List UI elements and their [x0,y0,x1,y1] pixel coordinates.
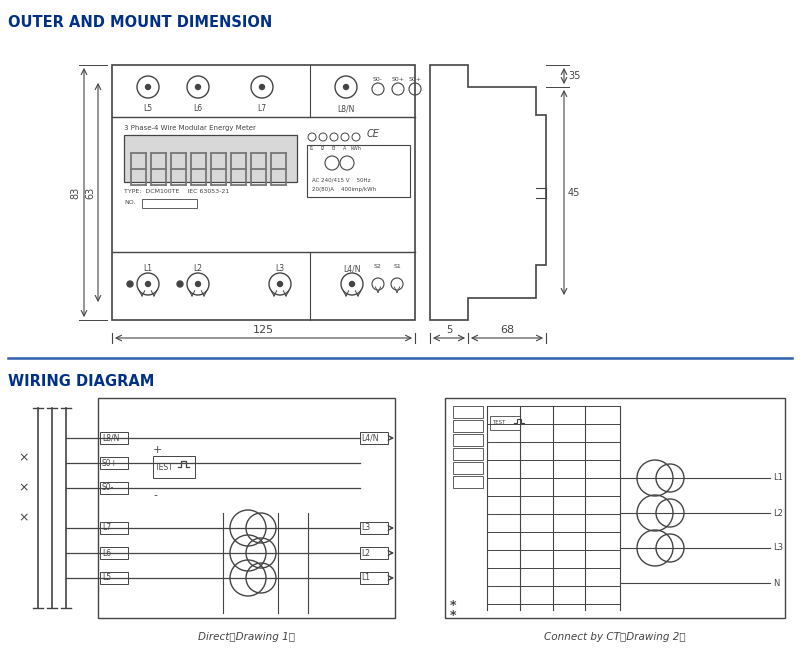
Text: +: + [153,445,162,455]
Text: TYPE:  DCM100TE    IEC 63053-21: TYPE: DCM100TE IEC 63053-21 [124,189,230,194]
Text: Connect by CT（Drawing 2）: Connect by CT（Drawing 2） [544,632,686,642]
Text: 35: 35 [568,71,580,81]
Bar [142,199,197,208]
Bar [307,145,410,197]
Text: AC 240/415 V    50Hz: AC 240/415 V 50Hz [312,177,370,182]
Bar [100,522,128,534]
Text: L7: L7 [258,104,266,113]
Text: 83: 83 [70,187,80,198]
Bar [100,572,128,584]
Bar [453,448,483,460]
Bar [124,135,297,182]
Bar [360,432,388,444]
Text: L4/N: L4/N [343,264,361,273]
Text: S0+: S0+ [409,77,422,82]
Text: 63: 63 [85,187,95,198]
Circle shape [278,281,282,286]
Bar [453,420,483,432]
Text: L2: L2 [194,264,202,273]
Text: 68: 68 [500,325,514,335]
Text: CE: CE [367,129,380,139]
Text: Direct（Drawing 1）: Direct（Drawing 1） [198,632,295,642]
Text: L3: L3 [275,264,285,273]
Text: 5: 5 [446,325,452,335]
Bar [100,457,128,469]
Bar [453,434,483,446]
Circle shape [177,281,183,287]
Bar [453,462,483,474]
Text: 45: 45 [568,187,580,198]
Text: NO.: NO. [124,200,135,205]
Circle shape [195,281,201,286]
Circle shape [146,85,150,89]
Text: S0+: S0+ [102,459,118,468]
Bar [153,456,195,478]
Text: ×: × [18,451,30,464]
Text: S2: S2 [374,264,382,269]
Text: L3: L3 [361,524,370,533]
Text: S0-: S0- [102,484,114,493]
Text: N: N [773,579,779,587]
Text: S1: S1 [393,264,401,269]
Text: l1: l1 [310,146,314,151]
Text: L3: L3 [773,543,783,553]
Circle shape [127,281,133,287]
Text: L7: L7 [102,524,111,533]
Bar [453,406,483,418]
Text: L4/N: L4/N [361,434,378,443]
Circle shape [146,281,150,286]
Text: *: * [450,610,457,622]
Bar [360,522,388,534]
Text: L1: L1 [143,264,153,273]
Text: l2: l2 [321,146,326,151]
Text: 125: 125 [253,325,274,335]
Text: S0-: S0- [373,77,383,82]
Text: TEST: TEST [492,420,506,426]
Text: S0+: S0+ [391,77,405,82]
Text: 20(80)A    400imp/kWh: 20(80)A 400imp/kWh [312,187,376,192]
Text: L6: L6 [194,104,202,113]
Bar [100,432,128,444]
Bar [445,398,785,618]
Text: ×: × [18,512,30,524]
Bar [490,416,520,430]
Text: TEST: TEST [155,463,174,472]
Circle shape [350,281,354,286]
Text: L5: L5 [143,104,153,113]
Text: kWh: kWh [350,146,362,151]
Bar [360,547,388,559]
Text: L2: L2 [773,509,783,518]
Text: 3 Phase-4 Wire Modular Energy Meter: 3 Phase-4 Wire Modular Energy Meter [124,125,256,131]
Text: A: A [343,146,346,151]
Bar [100,547,128,559]
Bar [100,482,128,494]
Text: L1: L1 [773,474,783,482]
Text: L8/N: L8/N [338,104,354,113]
Text: L8/N: L8/N [102,434,119,443]
Bar [453,476,483,488]
Text: WIRING DIAGRAM: WIRING DIAGRAM [8,374,154,389]
Bar [360,572,388,584]
Text: ×: × [18,482,30,495]
Bar [112,65,415,320]
Text: l3: l3 [332,146,336,151]
Bar [98,398,395,618]
Text: -: - [153,490,157,500]
Text: L2: L2 [361,549,370,558]
Text: OUTER AND MOUNT DIMENSION: OUTER AND MOUNT DIMENSION [8,15,272,30]
Circle shape [259,85,265,89]
Text: L5: L5 [102,574,111,583]
Circle shape [195,85,201,89]
Text: L1: L1 [361,574,370,583]
Circle shape [343,85,349,89]
Text: *: * [450,599,457,612]
Text: L6: L6 [102,549,111,558]
